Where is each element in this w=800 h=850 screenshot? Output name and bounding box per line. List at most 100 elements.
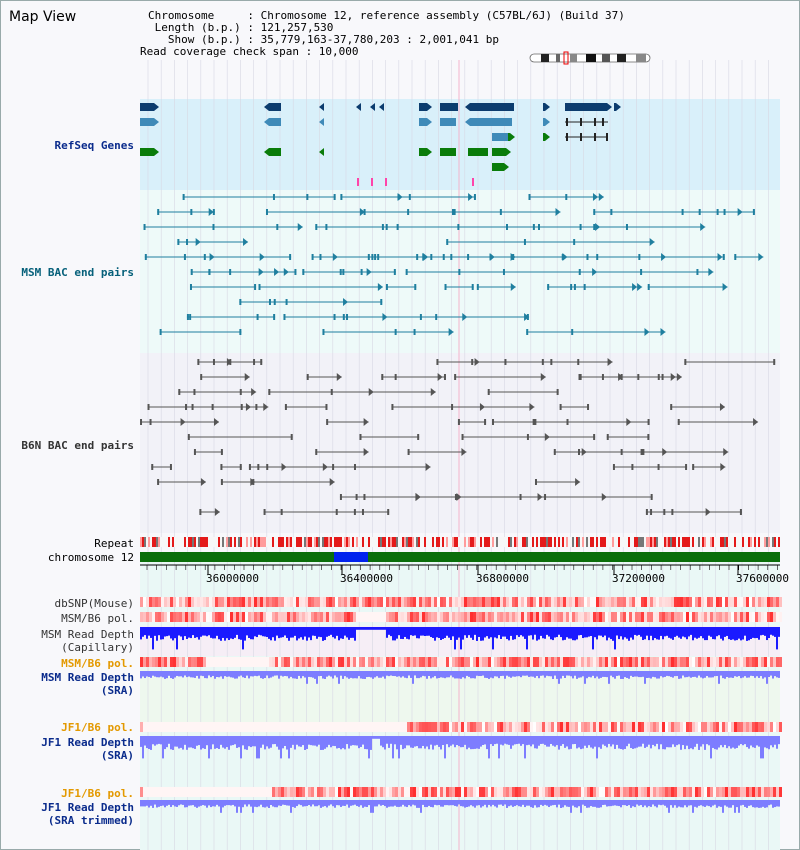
track-label-msm-depth-capillary[interactable]: MSM Read Depth (Capillary): [41, 628, 134, 654]
heat-cell: [479, 657, 482, 667]
track-label-msm-b6-pol[interactable]: MSM/B6 pol.: [61, 612, 134, 625]
track-label-chromosome[interactable]: chromosome 12: [47, 551, 134, 564]
repeat-tick: [680, 537, 682, 547]
heat-cell: [647, 722, 650, 732]
msm-bac-pair-end: [339, 269, 342, 275]
track-label-msm-b6-pol-sra[interactable]: MSM/B6 pol.: [61, 657, 134, 670]
depth-bar: [430, 736, 432, 745]
depth-bar: [508, 627, 510, 641]
depth-bar: [586, 627, 588, 638]
heat-cell: [653, 722, 656, 732]
heat-cell: [755, 657, 758, 667]
repeat-tick: [190, 537, 192, 547]
depth-bar: [658, 736, 660, 750]
depth-bar: [340, 736, 342, 750]
track-label-jf1-b6-pol-2[interactable]: JF1/B6 pol.: [61, 787, 134, 800]
depth-bar: [532, 627, 534, 640]
depth-bar: [740, 671, 742, 679]
heat-cell: [608, 657, 611, 667]
heat-cell: [752, 787, 755, 797]
ideogram-band: [617, 54, 626, 62]
heat-cell: [596, 612, 599, 622]
depth-bar: [406, 671, 408, 679]
depth-bar: [424, 736, 426, 749]
heat-cell: [380, 722, 383, 732]
heat-cell: [590, 787, 593, 797]
track-label-jf1-depth-trimmed[interactable]: JF1 Read Depth (SRA trimmed): [41, 801, 134, 827]
depth-bar: [246, 627, 248, 636]
heat-cell: [548, 657, 551, 667]
depth-bar: [638, 671, 640, 678]
depth-bar: [210, 627, 212, 638]
heat-cell: [359, 657, 362, 667]
heat-cell: [416, 597, 419, 607]
depth-bar: [230, 800, 232, 806]
depth-bar: [622, 627, 624, 640]
heat-cell: [587, 657, 590, 667]
depth-bar: [700, 800, 702, 806]
depth-bar: [598, 736, 600, 748]
repeat-tick: [598, 537, 600, 547]
depth-bar: [312, 627, 314, 636]
heat-cell: [173, 722, 176, 732]
depth-bar: [474, 627, 476, 635]
heat-cell: [269, 597, 272, 607]
depth-bar: [188, 627, 190, 638]
repeat-tick: [640, 537, 642, 547]
depth-bar: [580, 671, 582, 678]
b6n-bac-pair-end: [193, 449, 196, 455]
depth-bar: [410, 671, 412, 678]
track-label-repeat[interactable]: Repeat: [94, 537, 134, 550]
heat-cell: [713, 597, 716, 607]
depth-bar: [654, 671, 656, 678]
track-label-msm-depth-sra[interactable]: MSM Read Depth (SRA): [41, 671, 134, 697]
depth-bar: [476, 736, 478, 749]
heat-cell: [716, 722, 719, 732]
depth-bar: [594, 800, 596, 807]
depth-bar: [198, 627, 200, 640]
track-label-dbsnp[interactable]: dbSNP(Mouse): [54, 597, 134, 610]
repeat-tick: [506, 537, 508, 547]
depth-bar: [610, 671, 612, 676]
depth-bar: [434, 800, 436, 805]
msm-bac-pair-end: [571, 329, 574, 335]
depth-bar: [198, 800, 200, 807]
track-label-jf1-depth[interactable]: JF1 Read Depth (SRA): [41, 736, 134, 762]
track-label-jf1-b6-pol[interactable]: JF1/B6 pol.: [61, 721, 134, 734]
heat-cell: [500, 657, 503, 667]
heat-cell: [422, 597, 425, 607]
ideogram-band: [586, 54, 596, 62]
depth-bar: [494, 736, 496, 745]
track-label-b6n-bac[interactable]: B6N BAC end pairs: [21, 439, 134, 452]
heat-cell: [182, 787, 185, 797]
depth-bar: [178, 736, 180, 749]
heat-cell: [236, 597, 239, 607]
heat-cell: [227, 612, 230, 622]
depth-bar: [686, 627, 688, 640]
depth-bar: [548, 736, 550, 747]
depth-bar: [722, 736, 724, 748]
depth-bar: [224, 800, 226, 806]
depth-bar: [570, 627, 572, 639]
repeat-tick: [548, 537, 550, 547]
depth-bar: [354, 627, 356, 641]
depth-bar: [642, 800, 644, 808]
depth-bar: [594, 671, 596, 679]
b6n-bac-pair-end: [671, 509, 674, 515]
track-label-msm-bac[interactable]: MSM BAC end pairs: [21, 266, 134, 279]
depth-bar: [208, 800, 210, 806]
depth-bar: [708, 671, 710, 678]
track-label-refseq[interactable]: RefSeq Genes: [54, 139, 134, 152]
depth-bar: [186, 800, 188, 808]
depth-bar: [506, 800, 508, 808]
repeat-tick: [618, 537, 620, 547]
heat-cell: [140, 612, 143, 622]
heat-cell: [320, 612, 323, 622]
repeat-tick: [242, 537, 244, 547]
heat-cell: [410, 657, 413, 667]
repeat-tick: [376, 537, 378, 547]
heat-cell: [704, 657, 707, 667]
heat-cell: [221, 612, 224, 622]
depth-bar: [142, 800, 144, 807]
